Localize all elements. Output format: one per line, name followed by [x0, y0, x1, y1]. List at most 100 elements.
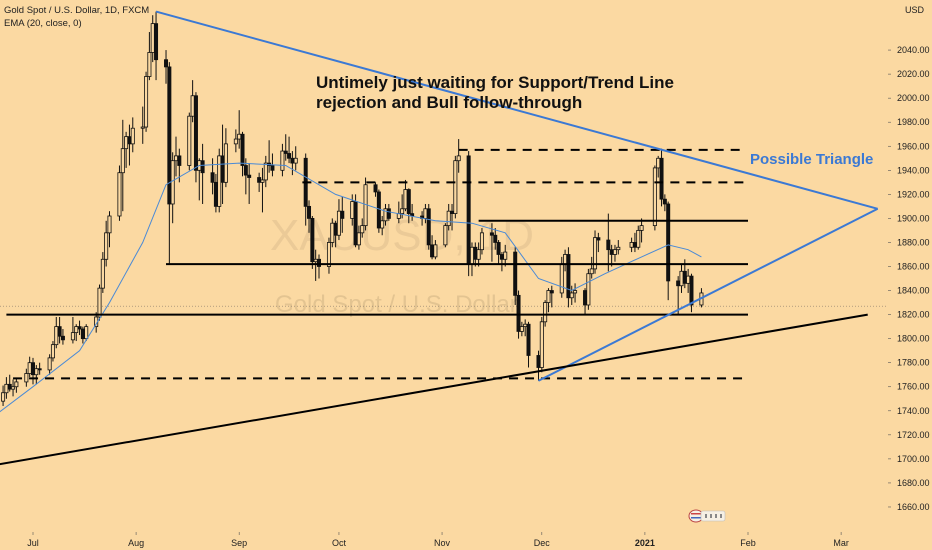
candle-body-down [682, 270, 687, 284]
candle [34, 365, 39, 385]
price-tick-label: 1840.00 [897, 286, 930, 296]
currency-unit: USD [904, 5, 924, 15]
candle-body-up [479, 232, 484, 251]
symbol-legend: Gold Spot / U.S. Dollar, 1D, FXCM [4, 5, 150, 16]
candle [386, 203, 391, 221]
candle-body-up [260, 179, 265, 183]
candle [573, 283, 578, 303]
price-tick-label: 1980.00 [897, 117, 930, 127]
candle-body-up [453, 160, 458, 214]
candle-body-down [516, 294, 521, 332]
price-tick-label: 1960.00 [897, 141, 930, 151]
candle [403, 179, 408, 212]
candle [652, 165, 657, 231]
candle-body-up [237, 133, 242, 140]
price-tick-label: 1760.00 [897, 382, 930, 392]
candle-body-up [636, 230, 641, 248]
candle-body-up [144, 76, 149, 128]
candle-body-up [652, 167, 657, 227]
candle-body-down [549, 290, 554, 294]
candle [107, 211, 112, 248]
price-tick-label: 1880.00 [897, 237, 930, 247]
candle [559, 256, 564, 298]
candle-body-down [662, 198, 667, 205]
trend-lines [0, 10, 879, 466]
candle-body-down [473, 246, 478, 260]
candle-body-up [313, 258, 318, 263]
candle-body-down [450, 210, 455, 214]
candle [569, 285, 574, 305]
price-tick-label: 2020.00 [897, 69, 930, 79]
candle-body-down [386, 208, 391, 219]
candle-body-down [7, 383, 12, 390]
candle-body-up [423, 208, 428, 219]
indicator-legend: EMA (20, close, 0) [4, 18, 82, 29]
candle [307, 200, 312, 233]
candle-body-down [426, 208, 431, 246]
price-axis[interactable]: 1660.00 1680.00 1700.00 1720.00 1740.00 1760.… [888, 45, 930, 512]
candle-body-down [689, 275, 694, 306]
candle [173, 136, 178, 177]
candle-body-down [596, 237, 601, 241]
candle [197, 158, 202, 201]
candle [469, 242, 474, 277]
candle-body-down [210, 172, 215, 183]
candle [140, 106, 145, 144]
watermark-name: Gold Spot / U.S. Dollar [275, 291, 518, 318]
candle [217, 148, 222, 213]
candle [656, 155, 661, 178]
candle-body-down [609, 249, 614, 255]
possible-triangle-label: Possible Triangle [750, 151, 873, 168]
candle-body-down [566, 254, 571, 299]
candle-body-down [666, 203, 671, 282]
candle [260, 167, 265, 213]
candle-body-up [233, 138, 238, 145]
flag-badge-icon [688, 509, 726, 523]
candle-body-up [24, 373, 29, 383]
candle-body-up [34, 368, 39, 376]
time-axis[interactable]: Jul Aug Sep Oct Nov Dec 2021 Feb Mar [27, 532, 849, 548]
candle [336, 199, 341, 241]
candle [476, 242, 481, 267]
candle-body-down [167, 66, 172, 205]
time-tick-label: 2021 [635, 538, 655, 548]
candle-body-up [150, 23, 155, 53]
candle-body-up [4, 383, 9, 394]
price-tick-label: 1920.00 [897, 189, 930, 199]
price-tick-label: 1740.00 [897, 406, 930, 416]
headline-line-1: Untimely just waiting for Support/Trend … [316, 73, 674, 92]
candle-body-up [187, 115, 192, 166]
trend-line-upper-triangle [155, 10, 878, 210]
candle-body-up [433, 244, 438, 258]
candle-body-up [190, 95, 195, 117]
candle [84, 324, 89, 342]
candle-body-up [476, 249, 481, 260]
candle [659, 148, 664, 207]
candle-body-down [154, 23, 159, 61]
candle [24, 368, 29, 387]
candle-body-up [523, 323, 528, 328]
candle [170, 152, 175, 224]
candle [326, 237, 331, 274]
candle-body-down [310, 218, 315, 263]
candle-body-down [406, 189, 411, 214]
candle-body-down [200, 160, 205, 174]
candle [263, 155, 268, 188]
candle [519, 321, 524, 337]
candle [636, 225, 641, 250]
candle [586, 268, 591, 310]
candle [353, 194, 358, 248]
candle-body-up [559, 263, 564, 294]
trend-line-lower-triangle [538, 207, 879, 382]
price-tick-label: 1720.00 [897, 430, 930, 440]
candle-body-down [373, 184, 378, 193]
ema-line [0, 162, 702, 413]
candle-body-up [656, 157, 661, 169]
candle-body-up [293, 157, 298, 164]
candle [190, 80, 195, 123]
candle-body-down [333, 222, 338, 236]
candle [167, 62, 172, 265]
candle [14, 378, 19, 393]
candle-body-up [47, 357, 52, 371]
